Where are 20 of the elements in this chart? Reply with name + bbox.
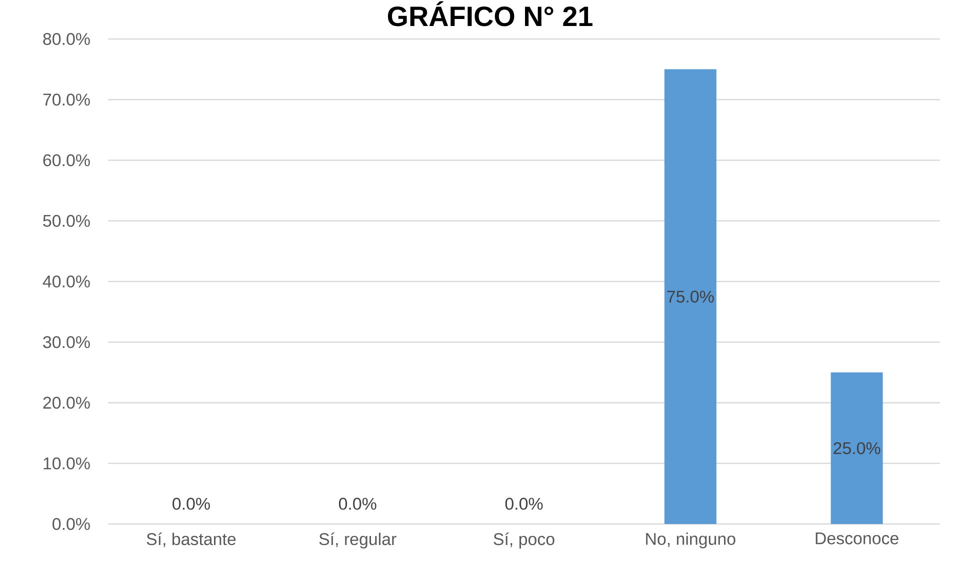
y-tick-label: 0.0%	[52, 518, 90, 530]
x-tick-label: Desconoce	[816, 532, 898, 544]
x-tick-label: Sí, poco	[494, 532, 554, 549]
y-tick-label: 60.0%	[43, 154, 90, 166]
y-tick-label: 40.0%	[42, 276, 90, 288]
y-tick-label: 20.0%	[43, 396, 90, 409]
data-label: 0.0%	[505, 498, 543, 510]
y-tick-label: 70.0%	[43, 94, 90, 106]
x-tick-label: No, ninguno	[646, 532, 736, 548]
y-tick-label: 80.0%	[43, 32, 90, 45]
data-label: 25.0%	[834, 442, 880, 454]
x-tick-label: Sí, regular	[319, 532, 396, 549]
data-label: 0.0%	[172, 498, 210, 510]
y-tick-label: 10.0%	[44, 457, 90, 470]
data-label: 75.0%	[667, 290, 714, 303]
chart-title: GRÁFICO N° 21	[388, 1, 592, 26]
y-tick-label: 50.0%	[43, 214, 90, 227]
x-tick-label: Sí, bastante	[146, 532, 236, 548]
data-label: 0.0%	[338, 498, 376, 510]
y-tick-label: 30.0%	[43, 336, 90, 348]
